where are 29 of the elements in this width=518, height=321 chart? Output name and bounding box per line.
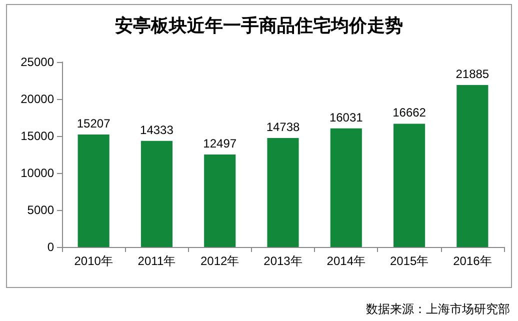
bar [267, 138, 299, 247]
x-tick-label: 2011年 [138, 254, 176, 268]
data-label: 15207 [76, 116, 111, 130]
x-tick-label: 2012年 [200, 254, 240, 268]
y-tick-label: 15000 [20, 129, 54, 143]
data-label: 16662 [392, 106, 426, 120]
data-label: 16031 [329, 110, 364, 124]
y-tick-label: 0 [47, 240, 54, 254]
y-tick-label: 5000 [27, 203, 54, 217]
x-tick-label: 2015年 [390, 254, 429, 268]
x-tick-label: 2014年 [326, 254, 366, 268]
y-tick-label: 25000 [20, 55, 54, 69]
data-label: 12497 [203, 136, 237, 151]
bar [78, 134, 110, 247]
data-label: 21885 [456, 67, 490, 82]
source-note: 数据来源：上海市场研究部 [366, 302, 510, 316]
bar [140, 140, 172, 247]
y-tick-label: 20000 [20, 92, 54, 106]
bar [394, 124, 426, 247]
data-label: 14333 [140, 122, 174, 137]
y-tick-label: 10000 [20, 166, 54, 180]
x-tick-label: 2013年 [264, 254, 302, 268]
data-label: 14738 [266, 120, 300, 134]
bar [204, 154, 236, 247]
chart-title: 安亭板块近年一手商品住宅均价走势 [115, 16, 403, 36]
bar [456, 85, 488, 247]
x-tick-label: 2010年 [74, 254, 113, 268]
bar [330, 128, 362, 247]
x-tick-label: 2016年 [453, 254, 492, 268]
